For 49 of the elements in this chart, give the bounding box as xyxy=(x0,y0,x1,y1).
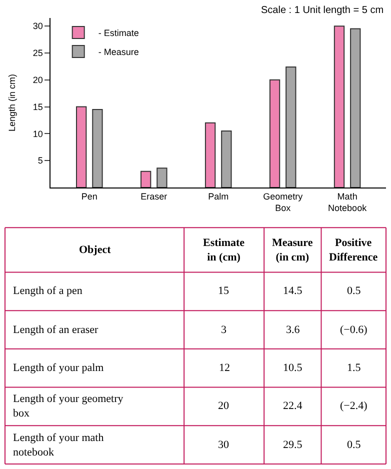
x-tick-label: Math Notebook xyxy=(328,191,368,213)
x-tick-label: Palm xyxy=(208,191,229,202)
bar xyxy=(334,26,345,188)
text: Object xyxy=(79,244,112,256)
text: 0.5 xyxy=(347,439,362,451)
bar xyxy=(269,79,280,188)
bar xyxy=(76,106,87,188)
text: 0.5 xyxy=(347,285,362,297)
text: 29.5 xyxy=(283,439,303,451)
y-tick-label: 20 xyxy=(32,75,43,86)
bar xyxy=(221,130,232,188)
y-tick-label: 30 xyxy=(32,21,43,32)
text: 30 xyxy=(218,439,230,451)
y-tick-label: 10 xyxy=(32,128,43,139)
x-tick-label: Eraser xyxy=(140,191,168,202)
text: Length of a pen xyxy=(13,285,83,297)
bar xyxy=(92,108,103,188)
text: 3.6 xyxy=(286,324,300,336)
legend-label: - Estimate xyxy=(98,28,139,38)
text: 20 xyxy=(218,400,230,412)
y-tick-label: 15 xyxy=(32,102,43,112)
text: Length of your geometry box xyxy=(13,393,124,420)
text: Length of your math notebook xyxy=(13,432,104,458)
text: Estimate in (cm) xyxy=(203,237,245,264)
bar xyxy=(140,170,152,188)
text: 10.5 xyxy=(283,362,303,374)
text: Measure (in cm) xyxy=(272,237,313,264)
text: Scale : 1 Unit length = 5 cm xyxy=(261,5,384,16)
x-tick-label: Pen xyxy=(81,191,98,202)
text: (−2.4) xyxy=(340,400,368,412)
text: 1.5 xyxy=(347,362,362,374)
bar xyxy=(350,28,361,188)
text: Positive Difference xyxy=(329,237,378,264)
y-tick-label: 25 xyxy=(32,48,43,58)
text: (−0.6) xyxy=(340,324,368,336)
x-tick-label: Geometry Box xyxy=(263,191,304,213)
text: 3 xyxy=(221,324,227,336)
y-axis-title: Length (in cm) xyxy=(7,74,18,132)
bar xyxy=(286,66,296,188)
text: 14.5 xyxy=(283,285,303,297)
y-tick-label: 5 xyxy=(38,156,43,166)
text: 12 xyxy=(219,362,230,374)
bar xyxy=(156,168,168,188)
legend-label: - Measure xyxy=(98,47,139,58)
bar xyxy=(204,122,216,188)
text: 15 xyxy=(218,285,230,297)
text: Length of your palm xyxy=(13,362,104,374)
text: 22.4 xyxy=(283,400,303,412)
text: Length of an eraser xyxy=(13,324,99,336)
